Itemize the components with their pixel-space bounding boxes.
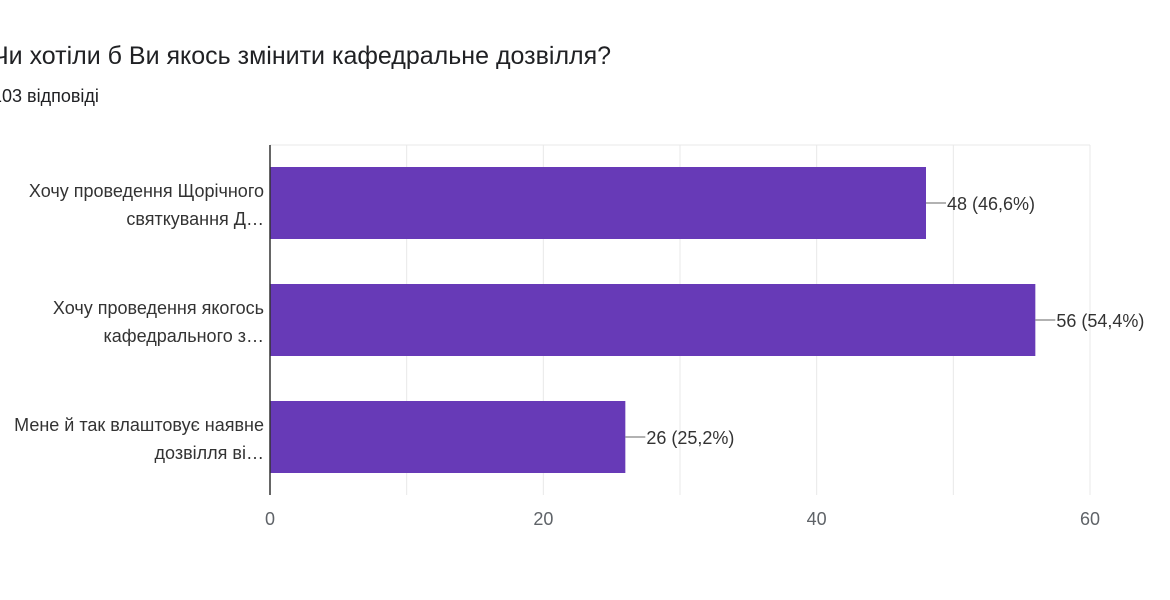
value-label-2: 26 (25,2%) (646, 428, 734, 448)
labels: 48 (46,6%) Хочу проведення Щорічного святк… (14, 181, 1144, 463)
chart-subtitle: 103 відповіді (0, 86, 99, 106)
chart-title: Чи хотіли б Ви якось змінити кафедральне… (0, 42, 612, 70)
bar-0 (270, 167, 926, 239)
value-label-0: 48 (46,6%) (947, 194, 1035, 214)
category-label-1-line-0: Хочу проведення якогось (53, 298, 264, 318)
category-label-2-line-1: дозвілля ві… (155, 443, 264, 463)
x-tick-label-40: 40 (807, 509, 827, 529)
bar-2 (270, 401, 626, 473)
value-label-1: 56 (54,4%) (1056, 311, 1144, 331)
category-label-1-line-1: кафедрального з… (104, 326, 265, 346)
category-label-2-line-0: Мене й так влаштовує наявне (14, 415, 264, 435)
bars (270, 167, 1036, 473)
category-label-0-line-0: Хочу проведення Щорічного (29, 181, 264, 201)
x-tick-label-0: 0 (265, 509, 275, 529)
category-label-0-line-1: святкування Д… (126, 209, 264, 229)
axes: 0 20 40 60 (265, 145, 1100, 529)
x-tick-label-20: 20 (533, 509, 553, 529)
x-tick-label-60: 60 (1080, 509, 1100, 529)
bar-1 (270, 284, 1036, 356)
